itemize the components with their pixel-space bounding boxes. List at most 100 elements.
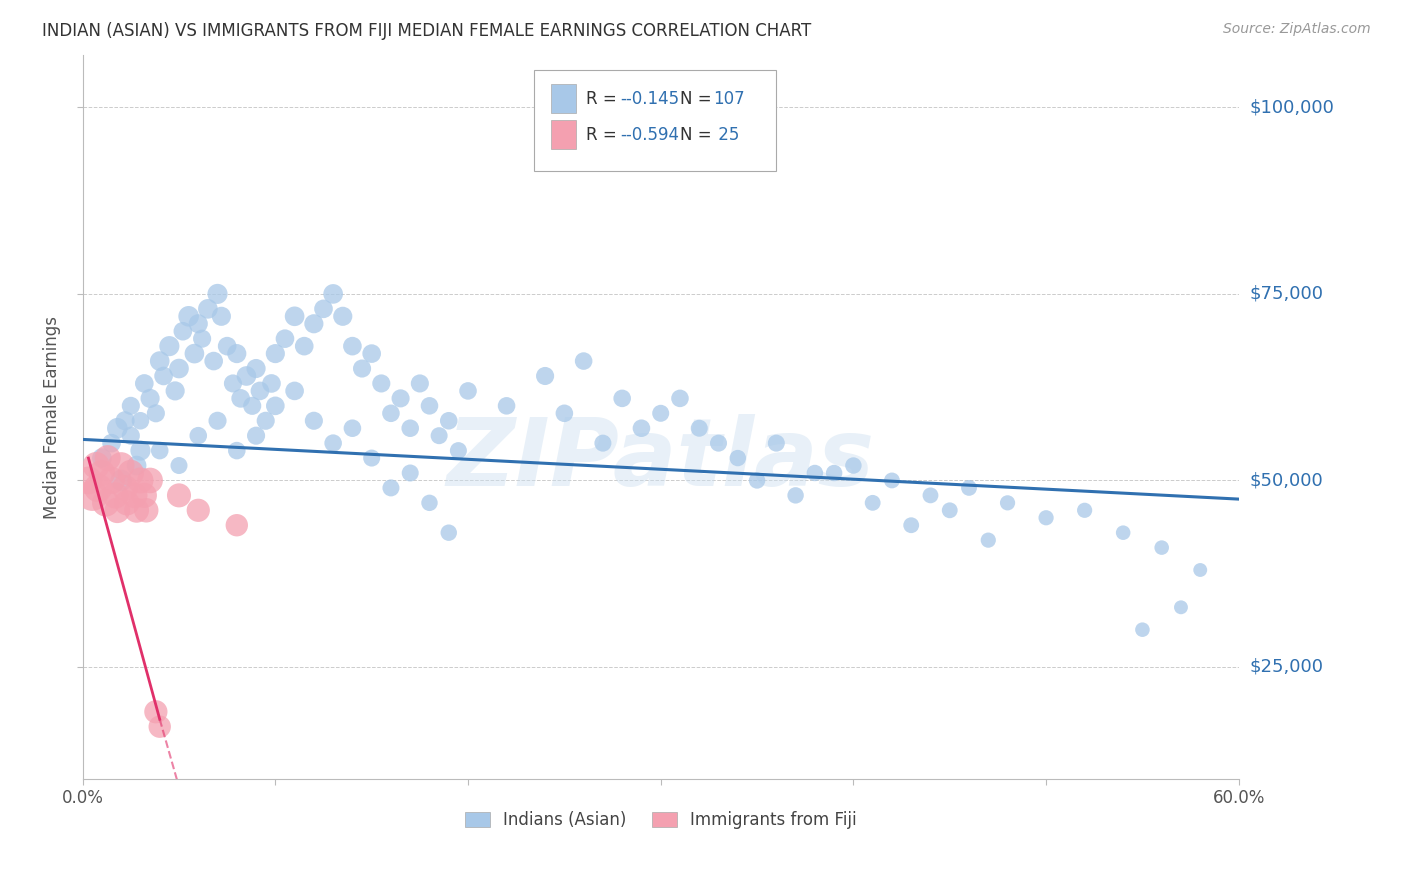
Point <box>152 369 174 384</box>
Point <box>399 466 422 480</box>
Point <box>217 339 239 353</box>
Point <box>630 421 652 435</box>
Text: ZIPatlas: ZIPatlas <box>447 415 875 507</box>
Point <box>245 361 267 376</box>
Point <box>229 392 252 406</box>
Point <box>418 496 440 510</box>
Point <box>134 376 156 391</box>
Point <box>370 376 392 391</box>
Point <box>165 384 187 398</box>
Point <box>87 481 110 495</box>
Y-axis label: Median Female Earnings: Median Female Earnings <box>44 316 60 518</box>
Point <box>900 518 922 533</box>
Point <box>120 399 142 413</box>
Point <box>149 443 172 458</box>
Point <box>97 451 120 466</box>
Point <box>100 436 122 450</box>
Point <box>389 392 412 406</box>
Point <box>110 474 132 488</box>
Text: $50,000: $50,000 <box>1250 472 1323 490</box>
Text: $100,000: $100,000 <box>1250 98 1334 116</box>
Point <box>302 414 325 428</box>
Point <box>997 496 1019 510</box>
Point <box>209 310 232 324</box>
Point <box>245 428 267 442</box>
Point <box>1170 600 1192 615</box>
Point <box>880 474 903 488</box>
Text: N =: N = <box>681 126 711 144</box>
Point <box>1073 503 1095 517</box>
Point <box>84 458 107 473</box>
Point <box>342 421 364 435</box>
Point <box>437 414 460 428</box>
Point <box>139 392 162 406</box>
Point <box>202 354 225 368</box>
Point <box>105 503 128 517</box>
Point <box>105 421 128 435</box>
Point <box>134 488 156 502</box>
Point <box>292 339 315 353</box>
Text: 25: 25 <box>713 126 740 144</box>
Point <box>342 339 364 353</box>
Point <box>222 376 245 391</box>
Point <box>862 496 884 510</box>
Point <box>172 324 194 338</box>
Text: $25,000: $25,000 <box>1250 658 1324 676</box>
Point <box>380 481 402 495</box>
Point <box>437 525 460 540</box>
Point <box>191 332 214 346</box>
Point <box>177 310 200 324</box>
Legend: Indians (Asian), Immigrants from Fiji: Indians (Asian), Immigrants from Fiji <box>458 805 863 836</box>
Point <box>149 720 172 734</box>
Point <box>765 436 787 450</box>
Text: 107: 107 <box>713 89 744 108</box>
Point <box>804 466 827 480</box>
Point <box>197 301 219 316</box>
Point <box>669 392 692 406</box>
Point <box>104 488 127 502</box>
Text: --0.594: --0.594 <box>620 126 679 144</box>
Point <box>977 533 1000 548</box>
Point <box>149 354 172 368</box>
Point <box>1035 510 1057 524</box>
Point <box>225 346 247 360</box>
Point <box>115 496 138 510</box>
Point <box>409 376 432 391</box>
Point <box>842 458 865 473</box>
Text: R =: R = <box>585 89 616 108</box>
Point <box>332 310 354 324</box>
Point <box>322 436 344 450</box>
Point <box>110 458 132 473</box>
Text: $75,000: $75,000 <box>1250 285 1324 303</box>
FancyBboxPatch shape <box>551 84 576 113</box>
Point <box>145 406 167 420</box>
Point <box>707 436 730 450</box>
Point <box>183 346 205 360</box>
Point <box>254 414 277 428</box>
Point <box>360 346 382 360</box>
Point <box>90 466 112 480</box>
Point <box>957 481 980 495</box>
Point <box>495 399 517 413</box>
Point <box>274 332 297 346</box>
Point <box>920 488 942 502</box>
Point <box>447 443 470 458</box>
Point <box>1150 541 1173 555</box>
Text: R =: R = <box>585 126 616 144</box>
Point <box>77 474 100 488</box>
Point <box>553 406 575 420</box>
Point <box>312 301 335 316</box>
Point <box>938 503 960 517</box>
FancyBboxPatch shape <box>533 70 776 171</box>
Point <box>418 399 440 413</box>
Point <box>125 503 148 517</box>
Point <box>350 361 373 376</box>
Point <box>207 414 229 428</box>
Point <box>1132 623 1154 637</box>
Point <box>592 436 614 450</box>
Point <box>322 286 344 301</box>
Point <box>145 705 167 719</box>
Point <box>124 488 146 502</box>
Point <box>94 496 117 510</box>
Point <box>187 428 209 442</box>
